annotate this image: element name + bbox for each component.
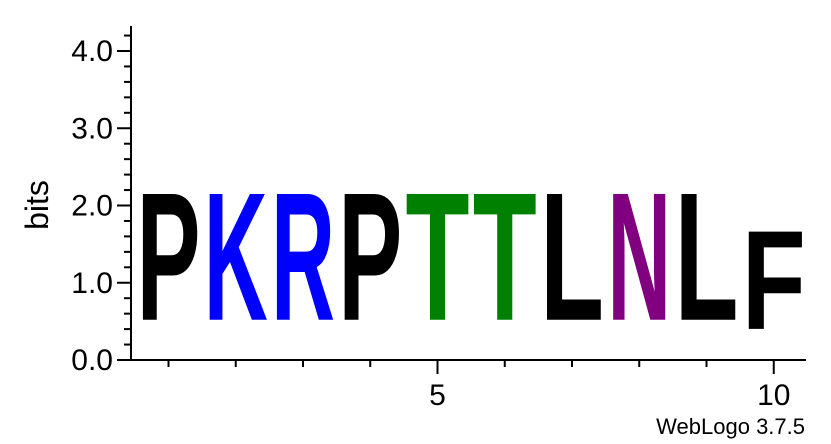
y-tick-label: 2.0 — [71, 190, 113, 223]
logo-letter-t: T — [406, 154, 470, 359]
y-axis-label: bits — [19, 180, 55, 230]
logo-letter-p: P — [338, 155, 402, 359]
logo-letter-f: F — [742, 202, 806, 360]
y-tick-label: 3.0 — [71, 112, 113, 145]
y-tick-label: 1.0 — [71, 267, 113, 300]
weblogo-credit: WebLogo 3.7.5 — [656, 414, 805, 439]
axis-layer — [117, 26, 806, 374]
logo-letter-n: N — [607, 156, 671, 360]
logo-letter-p: P — [137, 155, 201, 359]
logo-letter-t: T — [473, 154, 537, 359]
logo-letter-l: L — [675, 154, 739, 359]
logo-letter-k: K — [204, 156, 268, 360]
y-tick-label: 0.0 — [71, 344, 113, 377]
logo-letter-r: R — [271, 156, 335, 360]
logo-letter-l: L — [540, 154, 604, 359]
x-tick-label: 10 — [757, 379, 790, 412]
x-tick-label: 5 — [429, 379, 446, 412]
y-tick-label: 4.0 — [71, 35, 113, 68]
